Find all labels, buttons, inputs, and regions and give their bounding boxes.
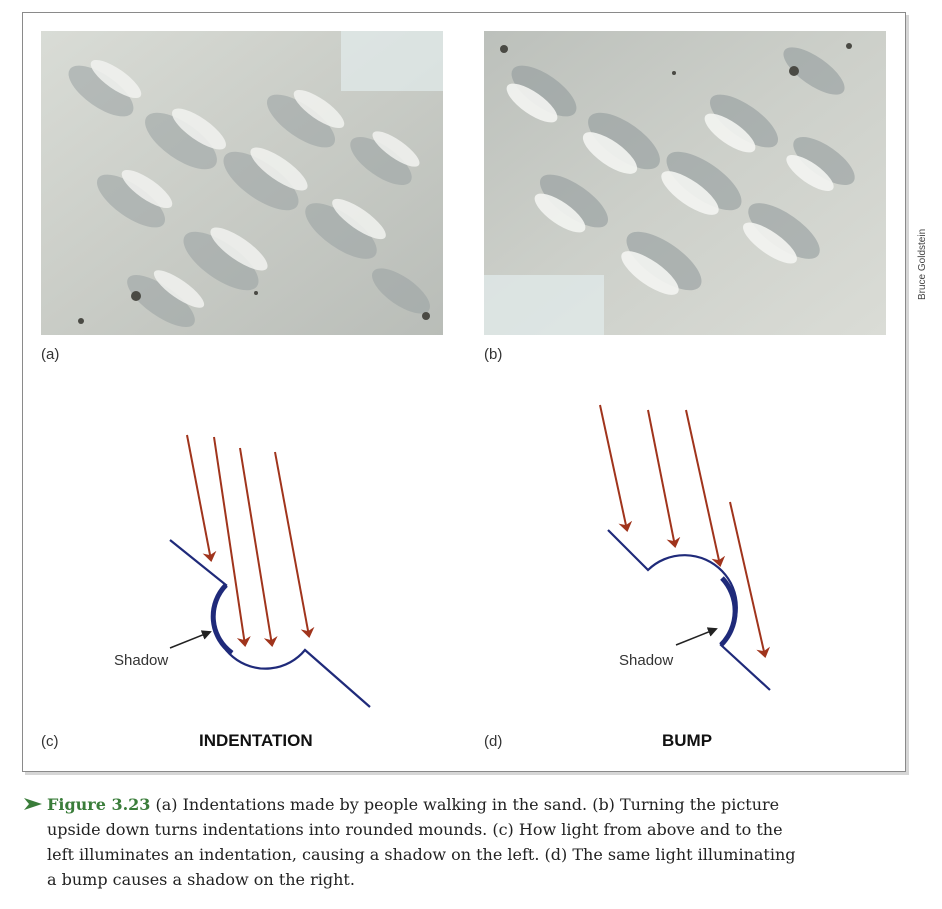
light-ray-arrow	[647, 409, 681, 548]
light-diagrams	[169, 404, 771, 708]
shadow-pointer-arrow	[675, 627, 718, 646]
caption-arrow-icon	[24, 798, 42, 810]
caption-line: left illuminates an indentation, causing…	[47, 845, 796, 864]
diagram-title-bump: BUMP	[662, 731, 713, 750]
panel-label-c: (c)	[41, 733, 59, 750]
light-ray-arrow	[213, 436, 251, 647]
caption-line: a bump causes a shadow on the right.	[47, 870, 355, 889]
panel-label-b: (b)	[484, 346, 503, 363]
panel-label-d: (d)	[484, 733, 503, 750]
sand-photo-indentations	[41, 31, 443, 335]
light-ray-arrow	[729, 501, 771, 658]
panel-label-a: (a)	[41, 346, 60, 363]
caption-line: upside down turns indentations into roun…	[47, 820, 783, 839]
light-ray-arrow	[599, 404, 633, 532]
figure-label: Figure 3.23	[47, 795, 151, 814]
light-ray-arrow	[685, 409, 726, 567]
sand-photo-mounds	[484, 31, 886, 335]
indentation-surface	[169, 539, 371, 708]
bump-diagram	[599, 404, 771, 691]
light-ray-arrow	[239, 447, 278, 647]
caption-line: Figure 3.23 (a) Indentations made by peo…	[47, 792, 779, 817]
diagram-title-indentation: INDENTATION	[199, 731, 313, 750]
indentation-shadow	[210, 583, 234, 656]
light-ray-arrow	[274, 451, 315, 638]
caption-text: (a) Indentations made by people walking …	[155, 795, 780, 814]
indentation-diagram	[169, 434, 371, 708]
bump-shadow	[719, 576, 738, 647]
shadow-label-d: Shadow	[619, 652, 674, 669]
shadow-label-c: Shadow	[114, 652, 169, 669]
shadow-pointer-arrow	[169, 630, 212, 649]
light-ray-arrow	[186, 434, 217, 562]
